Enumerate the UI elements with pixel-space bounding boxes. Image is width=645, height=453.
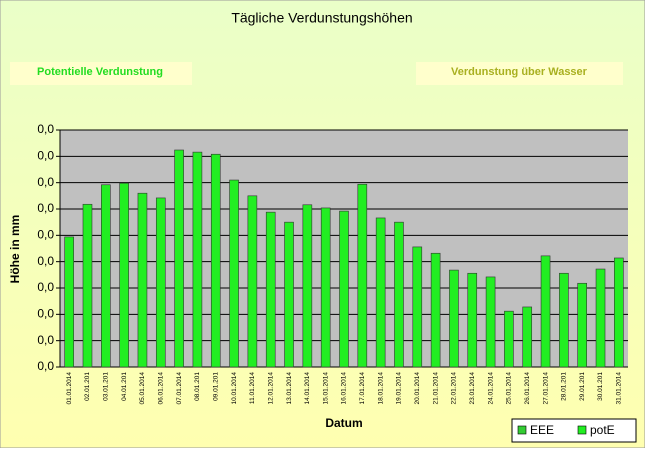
x-tick-label: 31.01.2014 [616, 372, 623, 405]
legend-label: EEE [530, 423, 554, 437]
x-tick-label: 11.01.2014 [249, 372, 256, 404]
x-tick-label: 13.01.2014 [286, 372, 293, 405]
x-tick-label: 03.01.201 [103, 372, 110, 401]
y-tick-label: 0,0 [37, 307, 54, 321]
x-tick-label: 05.01.2014 [139, 372, 146, 405]
x-tick-label: 06.01.2014 [157, 372, 164, 405]
bar [302, 204, 313, 368]
bar [394, 221, 404, 368]
x-tick-label: 23.01.2014 [469, 372, 476, 405]
bar [540, 255, 551, 368]
y-tick-label: 0,0 [37, 175, 54, 189]
x-tick-label: 24.01.2014 [487, 372, 494, 405]
x-tick-label: 02.01.201 [84, 372, 91, 401]
bar [82, 203, 93, 368]
x-tick-label: 28.01.201 [561, 372, 568, 401]
x-tick-label: 22.01.2014 [451, 372, 458, 405]
legend-label: potE [590, 423, 615, 437]
info-box [416, 62, 623, 85]
y-tick-label: 0,0 [37, 333, 54, 347]
info-box-label: Verdunstung über Wasser [451, 66, 588, 78]
x-tick-label: 04.01.201 [121, 372, 128, 401]
x-tick-label: 30.01.201 [597, 372, 604, 401]
x-tick-label: 08.01.201 [194, 372, 201, 401]
bar [504, 310, 514, 368]
x-tick-label: 07.01.2014 [176, 372, 183, 405]
x-tick-label: 20.01.2014 [414, 372, 421, 405]
bar [595, 268, 606, 368]
y-tick-label: 0,0 [37, 254, 54, 268]
chart-title: Tägliche Verdunstungshöhen [231, 10, 412, 26]
y-tick-label: 0,0 [37, 359, 54, 373]
x-tick-label: 18.01.2014 [377, 372, 384, 405]
bar [174, 149, 184, 368]
x-tick-label: 01.01.2014 [66, 372, 73, 405]
bar [522, 306, 533, 368]
bar [467, 272, 478, 368]
bar [614, 257, 624, 368]
bar [192, 151, 203, 368]
bar [449, 269, 459, 368]
x-tick-label: 14.01.2014 [304, 372, 311, 405]
y-tick-label: 0,0 [37, 201, 54, 215]
legend-swatch [517, 425, 527, 435]
bar [375, 217, 386, 368]
bar [559, 272, 569, 368]
bar [430, 252, 441, 368]
x-tick-label: 21.01.2014 [432, 372, 439, 405]
bar [485, 276, 496, 368]
bar [247, 195, 258, 368]
bar [284, 221, 294, 368]
y-tick-label: 0,0 [37, 228, 54, 242]
x-tick-label: 29.01.201 [579, 372, 586, 401]
bar [265, 211, 276, 368]
x-tick-label: 17.01.2014 [359, 372, 366, 405]
x-tick-label: 19.01.2014 [396, 372, 403, 405]
x-tick-label: 15.01.2014 [322, 372, 329, 405]
y-tick-label: 0,0 [37, 122, 54, 136]
legend [511, 418, 637, 443]
bar [229, 179, 239, 368]
x-tick-label: 26.01.2014 [524, 372, 531, 405]
x-tick-label: 12.01.2014 [267, 372, 274, 405]
bar [119, 182, 129, 368]
y-tick-label: 0,0 [37, 280, 54, 294]
bar [320, 207, 331, 368]
legend-swatch [577, 425, 587, 435]
x-tick-label: 09.01.201 [212, 372, 219, 401]
bar [412, 246, 423, 368]
bar [357, 183, 368, 368]
bar [210, 153, 221, 368]
info-box [10, 62, 192, 85]
y-axis-label: Höhe in mm [8, 215, 22, 284]
x-tick-label: 25.01.2014 [506, 372, 513, 405]
x-tick-label: 10.01.2014 [231, 372, 238, 405]
y-tick-label: 0,0 [37, 149, 54, 163]
bar [577, 282, 587, 368]
x-tick-label: 27.01.2014 [542, 372, 549, 405]
bar [339, 210, 349, 368]
bar [155, 197, 166, 368]
bar [101, 184, 111, 368]
bar [64, 236, 74, 368]
x-tick-label: 16.01.2014 [341, 372, 348, 405]
bar [137, 192, 148, 368]
x-axis-label: Datum [325, 416, 362, 430]
info-box-label: Potentielle Verdunstung [37, 66, 163, 78]
